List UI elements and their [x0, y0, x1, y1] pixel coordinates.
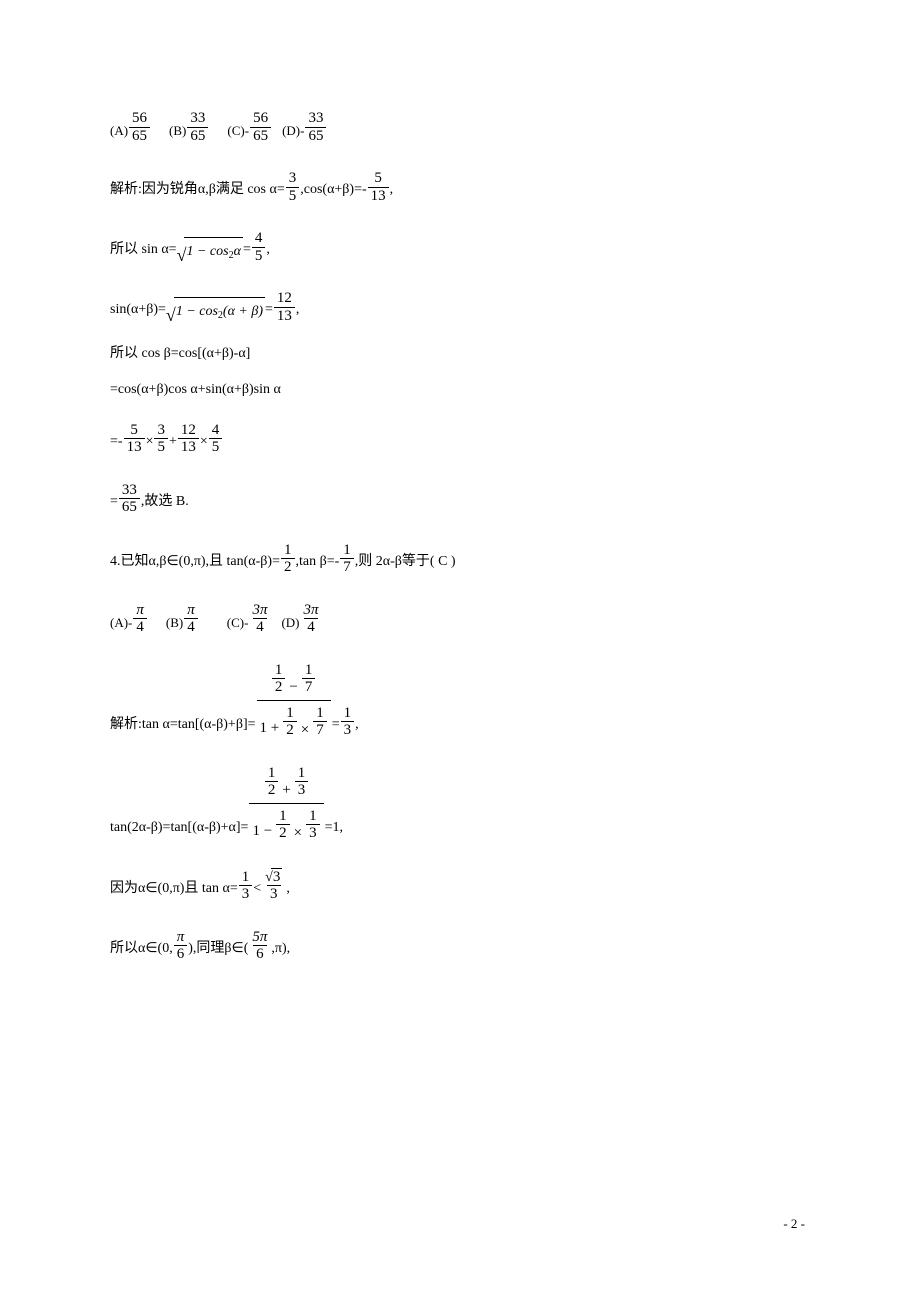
q4-sol-line4: 所以α∈(0, π6 ),同理β∈( 5π6 ,π), — [110, 929, 810, 963]
opt-a-frac: 5665 — [129, 110, 150, 144]
q3-sol-line1: 解析:因为锐角α,β满足 cos α= 35 ,cos(α+β)=- 513 , — [110, 170, 810, 204]
sqrt-icon: √ 1 − cos2(α + β) — [166, 297, 265, 324]
sqrt-icon: √3 — [265, 868, 282, 886]
q3-sol-line3: sin(α+β)= √ 1 − cos2(α + β) = 1213 , — [110, 290, 810, 324]
sqrt-icon: √ 1 − cos2α — [177, 237, 243, 264]
compound-fraction: 12 − 17 1 + 12 × 17 — [257, 662, 331, 739]
opt-b-label: (B) — [169, 120, 186, 144]
page-content: (A) 5665 (B) 3365 (C)- 5665 (D)- 3365 解析… — [110, 110, 810, 963]
q4-opt-d-label: (D) — [281, 612, 299, 636]
q4-opt-a-label: (A)- — [110, 612, 132, 636]
page-number: - 2 - — [783, 1216, 805, 1232]
opt-c-frac: 5665 — [250, 110, 271, 144]
q4-opt-c-label: (C)- — [227, 612, 249, 636]
opt-a-label: (A) — [110, 120, 128, 144]
q4-sol-line3: 因为α∈(0,π)且 tan α= 13 < √3 3 , — [110, 868, 810, 903]
q4-stem: 4.已知α,β∈(0,π),且 tan(α-β)= 12 ,tan β=- 17… — [110, 542, 810, 576]
q3-sol-line7: = 3365 ,故选 B. — [110, 482, 810, 516]
q4-sol-line1: 解析:tan α=tan[(α-β)+β]= 12 − 17 1 + 12 × … — [110, 662, 810, 739]
q3-sol-line4: 所以 cos β=cos[(α+β)-α] — [110, 342, 810, 368]
q3-options-row: (A) 5665 (B) 3365 (C)- 5665 (D)- 3365 — [110, 110, 810, 144]
q4-options-row: (A)- π4 (B) π4 (C)- 3π4 (D) 3π4 — [110, 602, 810, 636]
q3-sol-line5: =cos(α+β)cos α+sin(α+β)sin α — [110, 378, 810, 404]
opt-d-label: (D)- — [282, 120, 304, 144]
q4-sol-line2: tan(2α-β)=tan[(α-β)+α]= 12 + 13 1 − 12 ×… — [110, 765, 810, 842]
compound-fraction: 12 + 13 1 − 12 × 13 — [249, 765, 323, 842]
opt-b-frac: 3365 — [187, 110, 208, 144]
q3-sol-line6: =- 513 × 35 + 1213 × 45 — [110, 422, 810, 456]
opt-c-label: (C)- — [227, 120, 249, 144]
opt-d-frac: 3365 — [305, 110, 326, 144]
q3-sol-line2: 所以 sin α= √ 1 − cos2α = 45 , — [110, 230, 810, 264]
q4-opt-b-label: (B) — [166, 612, 183, 636]
